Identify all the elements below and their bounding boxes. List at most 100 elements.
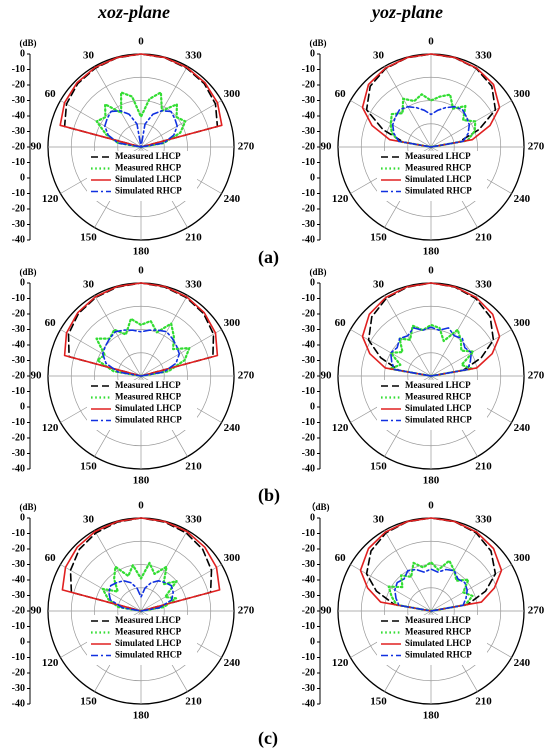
- radial-tick-label: 0: [20, 277, 25, 288]
- radial-tick-label: -10: [12, 417, 25, 428]
- series-line-simulated-lhcp: [361, 282, 501, 377]
- radial-tick-label: -30: [302, 95, 315, 106]
- angle-tick-label: 120: [42, 422, 59, 434]
- radial-tick-label: -10: [12, 528, 25, 539]
- angle-tick-label: 120: [332, 657, 349, 669]
- legend-entry: Simulated LHCP: [115, 174, 182, 184]
- radial-tick-label: -30: [302, 355, 315, 366]
- legend-entry: Simulated RHCP: [405, 415, 472, 425]
- legend-entry: Measured RHCP: [115, 163, 182, 173]
- angle-tick-label: 240: [514, 193, 531, 205]
- series-line-simulated-lhcp: [63, 282, 219, 377]
- legend-entry: Simulated RHCP: [405, 186, 472, 196]
- radial-tick-label: -40: [302, 234, 315, 245]
- legend-entry: Measured LHCP: [405, 380, 471, 390]
- angle-tick-label: 60: [45, 317, 57, 329]
- radial-tick-label: -10: [302, 188, 315, 199]
- angle-tick-label: 90: [31, 605, 43, 617]
- angle-tick-label: 90: [321, 141, 333, 153]
- legend-entry: Simulated LHCP: [405, 638, 472, 648]
- angle-tick-label: 270: [238, 370, 255, 382]
- radial-tick-label: -20: [12, 79, 25, 90]
- radial-tick-label: 0: [310, 512, 315, 523]
- grid-spoke: [140, 295, 188, 377]
- radial-unit-label: (dB): [19, 38, 36, 48]
- angle-tick-label: 60: [335, 552, 347, 564]
- radial-tick-label: -20: [12, 203, 25, 214]
- angle-tick-label: 180: [133, 710, 150, 722]
- legend-entry: Measured RHCP: [405, 392, 472, 402]
- grid-spoke: [430, 100, 512, 148]
- angle-tick-label: 240: [224, 422, 241, 434]
- radial-tick-label: -20: [12, 432, 25, 443]
- angle-tick-label: 90: [31, 370, 43, 382]
- legend-entry: Measured RHCP: [115, 392, 182, 402]
- legend-entry: Simulated RHCP: [405, 650, 472, 660]
- series-line-simulated-rhcp: [394, 568, 468, 612]
- legend-box: [377, 380, 487, 430]
- radial-tick-label: 0: [310, 172, 315, 183]
- series-line-simulated-rhcp: [101, 329, 181, 377]
- grid-spoke: [140, 564, 222, 612]
- angle-tick-label: 210: [475, 695, 492, 707]
- legend-box: [87, 151, 197, 201]
- angle-tick-label: 30: [83, 50, 95, 62]
- radial-tick-label: -30: [302, 324, 315, 335]
- radial-tick-label: -30: [302, 683, 315, 694]
- angle-tick-label: 300: [224, 88, 241, 100]
- angle-tick-label: 0: [138, 500, 144, 512]
- radial-tick-label: 0: [20, 512, 25, 523]
- radial-unit-label: (dB): [309, 267, 326, 277]
- angle-tick-label: 180: [423, 710, 440, 722]
- angle-tick-label: 330: [185, 279, 202, 291]
- angle-tick-label: 30: [83, 514, 95, 526]
- radial-tick-label: -10: [302, 386, 315, 397]
- grid-spoke: [94, 530, 142, 612]
- angle-tick-label: 0: [428, 265, 434, 277]
- series-line-simulated-lhcp: [359, 517, 503, 612]
- radial-tick-label: -40: [302, 698, 315, 709]
- radial-tick-label: -30: [12, 126, 25, 137]
- polar-chart-6: 0 30 60 90 120 150 180 210 240 270 300 330 0 -10 -20 -3…: [302, 500, 545, 722]
- angle-tick-label: 60: [335, 88, 347, 100]
- angle-tick-label: 0: [138, 265, 144, 277]
- radial-tick-label: -10: [302, 417, 315, 428]
- angle-tick-label: 90: [31, 141, 43, 153]
- legend-entry: Measured LHCP: [115, 615, 181, 625]
- legend-entry: Measured RHCP: [405, 627, 472, 637]
- angle-tick-label: 120: [332, 193, 349, 205]
- radial-tick-label: -20: [302, 543, 315, 554]
- angle-tick-label: 150: [370, 695, 387, 707]
- radial-tick-label: -10: [12, 293, 25, 304]
- angle-tick-label: 330: [475, 514, 492, 526]
- angle-tick-label: 300: [224, 317, 241, 329]
- legend-entry: Measured LHCP: [405, 615, 471, 625]
- grid-spoke: [94, 295, 142, 377]
- angle-tick-label: 330: [185, 514, 202, 526]
- radial-tick-label: 0: [20, 172, 25, 183]
- legend-entry: Simulated LHCP: [405, 403, 472, 413]
- angle-tick-label: 150: [370, 460, 387, 472]
- radial-tick-label: -20: [302, 432, 315, 443]
- radial-tick-label: -20: [302, 370, 315, 381]
- radial-tick-label: -40: [302, 574, 315, 585]
- angle-tick-label: 30: [373, 514, 385, 526]
- angle-tick-label: 300: [514, 552, 531, 564]
- angle-tick-label: 150: [80, 460, 97, 472]
- angle-tick-label: 300: [514, 317, 531, 329]
- legend-entry: Simulated RHCP: [115, 650, 182, 660]
- legend-box: [87, 380, 197, 430]
- radial-tick-label: 0: [310, 277, 315, 288]
- radial-tick-label: -20: [302, 203, 315, 214]
- legend-box: [377, 151, 487, 201]
- grid-spoke: [94, 66, 142, 148]
- series-line-measured-lhcp: [365, 517, 497, 612]
- radial-tick-label: -10: [302, 64, 315, 75]
- legend-entry: Measured RHCP: [115, 627, 182, 637]
- radial-tick-label: -10: [12, 386, 25, 397]
